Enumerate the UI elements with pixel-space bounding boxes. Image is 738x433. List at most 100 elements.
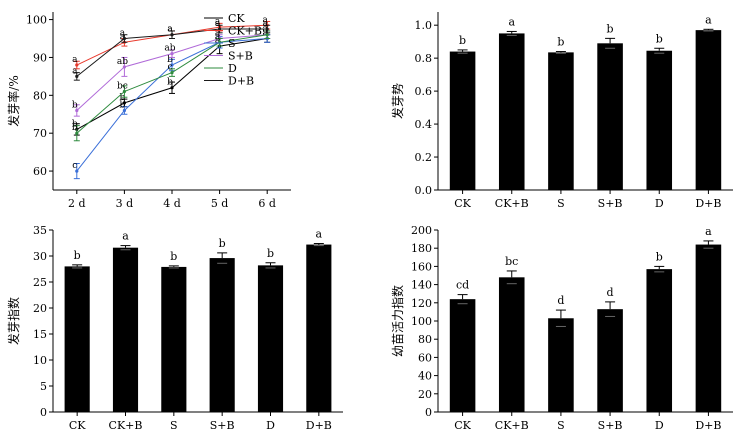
- chart2-bar: [209, 258, 235, 412]
- chart0-data-point: [122, 36, 126, 41]
- chart2-x-tick-label: S+B: [210, 419, 235, 432]
- chart2-bar: [306, 244, 332, 412]
- chart0-x-tick-label: 3 d: [116, 197, 134, 210]
- chart3-bar: [597, 309, 623, 412]
- chart1-bar: [548, 52, 574, 190]
- chart1-y-axis-title: 发芽势: [390, 83, 405, 119]
- chart1-y-tick-label: 0.4: [415, 118, 433, 131]
- chart0-y-tick-label: 70: [33, 127, 47, 140]
- chart0-significance-label: a: [215, 17, 221, 27]
- chart0-significance-label: a: [120, 32, 126, 42]
- chart0-data-point: [75, 169, 79, 173]
- chart0-data-point: [122, 65, 126, 69]
- chart0-data-point: [265, 27, 269, 31]
- chart3-y-tick-label: 180: [411, 242, 432, 255]
- chart2-y-tick-label: 35: [33, 224, 47, 237]
- chart1-y-tick-label: 0.2: [415, 151, 433, 164]
- chart2-y-axis-title: 发芽指数: [6, 297, 21, 345]
- chart2-bar: [64, 266, 90, 412]
- chart0-y-tick-label: 80: [33, 89, 47, 102]
- chart0-data-point: [218, 27, 222, 31]
- chart3-x-tick-label: CK: [454, 419, 471, 432]
- chart1-significance-label: b: [607, 22, 614, 35]
- chart0-significance-label: b: [72, 119, 78, 129]
- chart2-y-tick-label: 20: [33, 302, 47, 315]
- chart1-y-tick-label: 0.6: [415, 85, 433, 98]
- chart1-significance-label: a: [705, 13, 712, 26]
- chart3-significance-label: a: [705, 225, 712, 238]
- chart0-x-tick-label: 5 d: [211, 197, 229, 210]
- chart0-significance-label: b: [167, 55, 173, 65]
- chart0-x-tick-label: 2 d: [68, 197, 86, 210]
- chart0-data-point: [265, 33, 269, 37]
- chart0-significance-label: a: [167, 25, 173, 35]
- chart2-significance-label: b: [74, 249, 81, 262]
- chart1-bar: [695, 30, 722, 191]
- chart2-x-tick-label: CK+B: [109, 419, 143, 432]
- chart3-x-tick-label: S: [557, 419, 565, 432]
- chart2-y-tick-label: 15: [33, 328, 47, 341]
- chart0-significance-label: a: [263, 29, 269, 39]
- chart3-y-tick-label: 60: [418, 351, 432, 364]
- chart0-data-point: [75, 131, 79, 135]
- chart0-significance-label: a: [72, 66, 78, 76]
- chart3-significance-label: d: [557, 294, 564, 307]
- chart1-bar: [498, 33, 525, 190]
- chart3-y-tick-label: 20: [418, 388, 432, 401]
- chart2-x-tick-label: D: [266, 419, 275, 432]
- chart2-y-tick-label: 30: [33, 250, 47, 263]
- chart0-legend-label: S: [228, 37, 236, 50]
- chart0-data-point: [122, 108, 126, 113]
- chart0-data-point: [170, 63, 174, 67]
- chart0-data-point: [75, 108, 79, 113]
- chart2-significance-label: b: [170, 250, 177, 263]
- chart3: 0 20 40 60 80 100 120 140 160 180 200 幼苗活力指数 cd CK bc C…: [390, 224, 733, 432]
- chart0-data-point: [122, 89, 126, 94]
- chart2-bar: [112, 247, 139, 412]
- chart0-data-point: [122, 101, 126, 105]
- chart1-significance-label: a: [508, 15, 515, 28]
- chart0-significance-label: c: [167, 63, 172, 73]
- chart3-y-tick-label: 0: [425, 406, 432, 419]
- chart0-data-point: [75, 63, 79, 67]
- chart2-x-tick-label: S: [170, 419, 178, 432]
- chart0-significance-label: a: [215, 32, 221, 42]
- chart0-significance-label: a: [72, 55, 78, 65]
- chart2-significance-label: a: [316, 228, 323, 241]
- chart0-significance-label: a: [215, 29, 221, 39]
- chart0-data-point: [170, 86, 174, 90]
- chart0-data-point: [75, 74, 79, 78]
- chart0-y-tick-label: 60: [33, 165, 47, 178]
- chart0-significance-label: b: [120, 93, 126, 103]
- chart3-x-tick-label: D+B: [695, 419, 721, 432]
- chart1-bar: [449, 51, 476, 190]
- chart0-significance-label: b: [72, 100, 78, 110]
- chart0-significance-label: a: [263, 25, 269, 35]
- chart1-bar: [597, 43, 623, 190]
- chart0-legend-label: S+B: [228, 50, 253, 63]
- chart1: 0.0 0.2 0.4 0.6 0.8 1.0 发芽势 b CK a CK+B b Sb S+B b Da D+…: [390, 12, 733, 210]
- chart0-y-tick-label: 100: [26, 14, 47, 27]
- chart0-significance-label: b: [120, 100, 126, 110]
- chart3-y-axis-title: 幼苗活力指数: [390, 285, 405, 357]
- chart0-legend-label: D+B: [228, 75, 254, 88]
- chart0-significance-label: b: [167, 78, 173, 88]
- chart2-significance-label: a: [122, 230, 129, 243]
- chart3-x-tick-label: S+B: [598, 419, 623, 432]
- chart3-significance-label: cd: [456, 279, 469, 292]
- chart2-y-tick-label: 25: [33, 276, 47, 289]
- chart3-y-tick-label: 200: [411, 224, 432, 237]
- chart1-significance-label: b: [557, 36, 564, 49]
- chart0-data-point: [170, 33, 174, 37]
- chart1-y-tick-label: 1.0: [415, 19, 433, 32]
- chart3-y-tick-label: 40: [418, 370, 432, 383]
- chart3-bar: [548, 318, 574, 412]
- chart2-x-tick-label: CK: [69, 419, 86, 432]
- chart0-significance-label: a: [215, 19, 221, 29]
- chart0-significance-label: a: [263, 15, 269, 25]
- chart3-bar: [695, 244, 722, 412]
- chart1-x-tick-label: CK+B: [495, 197, 529, 210]
- chart0-significance-label: a: [263, 29, 269, 39]
